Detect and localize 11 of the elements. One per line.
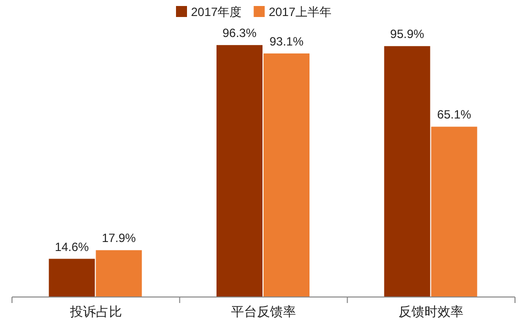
data-label: 14.6% <box>54 240 90 254</box>
x-tick-label: 投诉占比 <box>68 304 122 319</box>
x-tick-label: 平台反馈率 <box>231 304 296 319</box>
legend-label: 2017年度 <box>191 5 242 19</box>
data-label: 17.9% <box>102 231 136 246</box>
x-tick-label: 反馈时效率 <box>398 304 464 319</box>
legend-label: 2017上半年 <box>268 5 332 19</box>
data-label: 65.1% <box>437 108 472 122</box>
data-label: 95.9% <box>390 27 425 42</box>
data-label: 96.3% <box>222 26 257 40</box>
data-label: 93.1% <box>269 34 304 48</box>
